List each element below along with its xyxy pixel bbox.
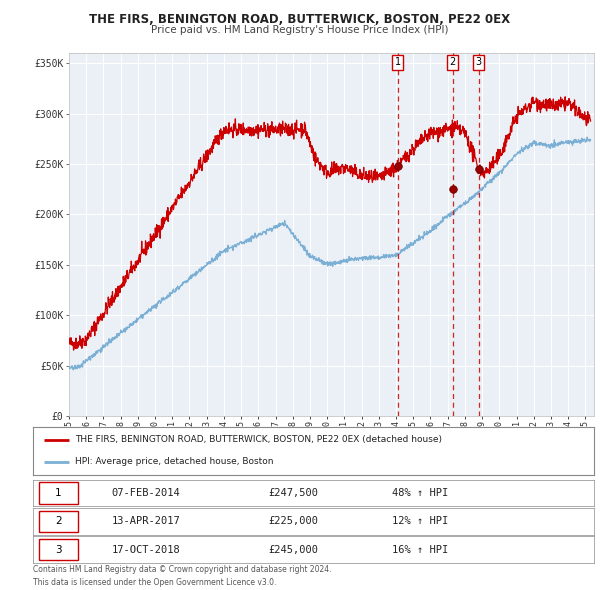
Text: 07-FEB-2014: 07-FEB-2014 bbox=[112, 488, 180, 498]
Text: Price paid vs. HM Land Registry's House Price Index (HPI): Price paid vs. HM Land Registry's House … bbox=[151, 25, 449, 35]
Text: £247,500: £247,500 bbox=[269, 488, 319, 498]
FancyBboxPatch shape bbox=[38, 510, 78, 532]
Text: THE FIRS, BENINGTON ROAD, BUTTERWICK, BOSTON, PE22 0EX (detached house): THE FIRS, BENINGTON ROAD, BUTTERWICK, BO… bbox=[75, 435, 442, 444]
Text: 48% ↑ HPI: 48% ↑ HPI bbox=[392, 488, 448, 498]
Text: 13-APR-2017: 13-APR-2017 bbox=[112, 516, 180, 526]
Text: 3: 3 bbox=[476, 57, 482, 67]
Text: 1: 1 bbox=[55, 488, 62, 498]
Text: Contains HM Land Registry data © Crown copyright and database right 2024.: Contains HM Land Registry data © Crown c… bbox=[33, 565, 331, 573]
FancyBboxPatch shape bbox=[38, 539, 78, 560]
Text: 1: 1 bbox=[395, 57, 401, 67]
Text: £245,000: £245,000 bbox=[269, 545, 319, 555]
Text: 2: 2 bbox=[55, 516, 62, 526]
Text: 16% ↑ HPI: 16% ↑ HPI bbox=[392, 545, 448, 555]
Text: 12% ↑ HPI: 12% ↑ HPI bbox=[392, 516, 448, 526]
FancyBboxPatch shape bbox=[38, 483, 78, 503]
Text: This data is licensed under the Open Government Licence v3.0.: This data is licensed under the Open Gov… bbox=[33, 578, 277, 586]
Text: HPI: Average price, detached house, Boston: HPI: Average price, detached house, Bost… bbox=[75, 457, 274, 466]
Text: 3: 3 bbox=[55, 545, 62, 555]
Text: 17-OCT-2018: 17-OCT-2018 bbox=[112, 545, 180, 555]
Text: £225,000: £225,000 bbox=[269, 516, 319, 526]
Text: THE FIRS, BENINGTON ROAD, BUTTERWICK, BOSTON, PE22 0EX: THE FIRS, BENINGTON ROAD, BUTTERWICK, BO… bbox=[89, 13, 511, 26]
Text: 2: 2 bbox=[449, 57, 455, 67]
